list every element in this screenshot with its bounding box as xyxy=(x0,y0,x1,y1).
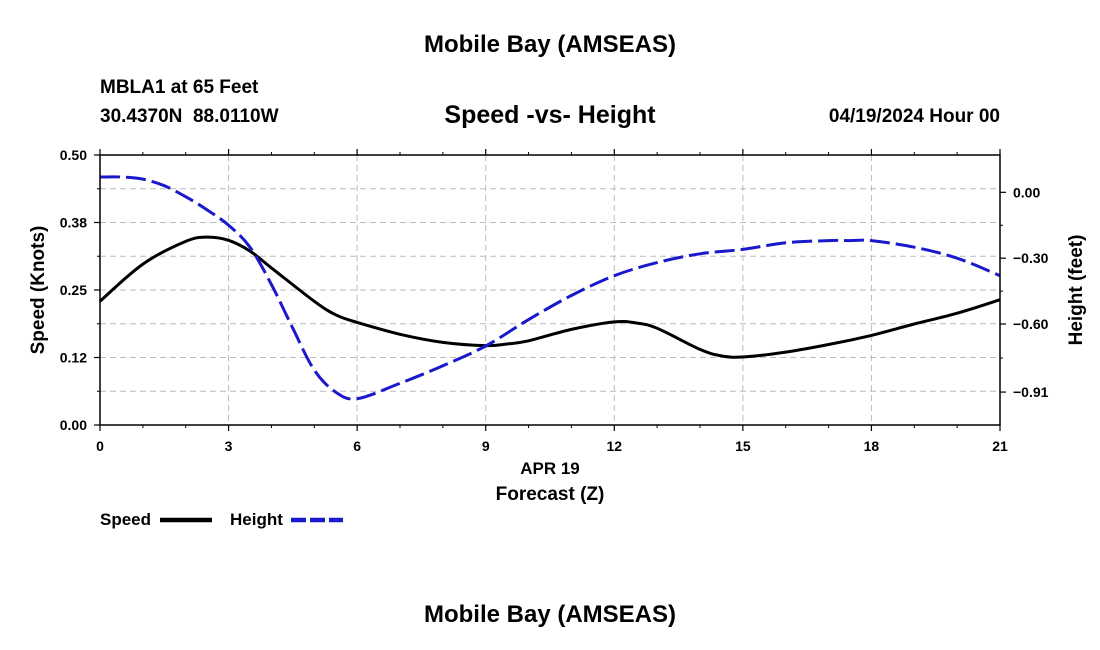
coordinates-label: 30.4370N 88.0110W xyxy=(100,106,279,127)
x-tick-label: 12 xyxy=(606,438,622,454)
station-label: MBLA1 at 65 Feet xyxy=(100,77,259,98)
x-tick-label: 9 xyxy=(482,438,490,454)
y-axis-left-title: Speed (Knots) xyxy=(28,226,49,355)
y-right-tick-label: −0.60 xyxy=(1013,316,1049,332)
legend-speed-label: Speed xyxy=(100,510,151,529)
x-tick-label: 18 xyxy=(864,438,880,454)
footer-title: Mobile Bay (AMSEAS) xyxy=(423,601,677,628)
x-tick-label: 0 xyxy=(96,438,104,454)
legend-height-label: Height xyxy=(230,510,283,529)
x-axis-title: Forecast (Z) xyxy=(496,484,605,505)
y-right-tick-label: −0.30 xyxy=(1013,250,1049,266)
x-axis-date-label: APR 19 xyxy=(520,459,580,478)
y-axis-right-title: Height (feet) xyxy=(1066,235,1087,346)
axis-ticks xyxy=(94,149,1006,431)
x-tick-label: 15 xyxy=(735,438,751,454)
x-tick-label: 3 xyxy=(225,438,233,454)
y-left-tick-label: 0.50 xyxy=(60,147,87,163)
speed-series-line xyxy=(99,235,1001,359)
page-title: Mobile Bay (AMSEAS) xyxy=(423,31,677,58)
y-right-tick-label: 0.00 xyxy=(1013,184,1040,200)
forecast-datetime: 04/19/2024 Hour 00 xyxy=(828,106,1000,127)
y-left-tick-label: 0.25 xyxy=(60,282,87,298)
grid-lines xyxy=(100,155,1000,425)
chart-subtitle: Speed -vs- Height xyxy=(444,101,656,129)
series-layer xyxy=(99,175,1001,401)
y-left-tick-label: 0.12 xyxy=(60,350,87,366)
y-right-tick-label: −0.91 xyxy=(1013,384,1049,400)
x-tick-label: 21 xyxy=(992,438,1008,454)
legend: Speed Height xyxy=(100,510,343,529)
y-left-tick-label: 0.38 xyxy=(60,215,87,231)
axis-labels: 0 3 6 9 12 15 18 21 0.00 0.12 0.25 0.38 0.50 0.00 −0.3… xyxy=(60,147,1049,454)
y-left-tick-label: 0.00 xyxy=(60,417,87,433)
height-series-line xyxy=(99,175,1001,401)
x-tick-label: 6 xyxy=(353,438,361,454)
